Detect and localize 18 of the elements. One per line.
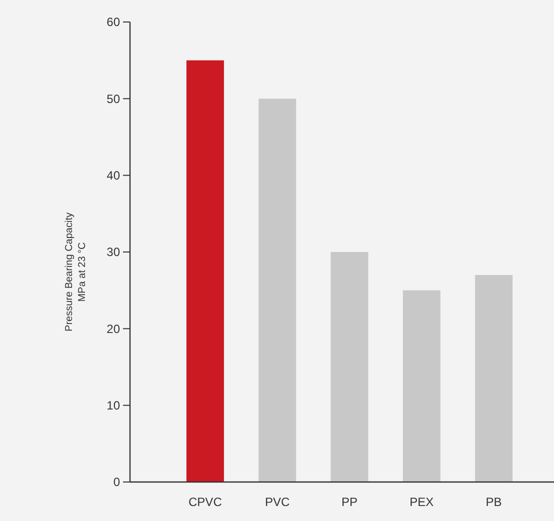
y-axis-title: Pressure Bearing Capacity MPa at 23 °C: [64, 212, 88, 332]
y-tick-label: 40: [106, 168, 120, 183]
y-tick-label: 30: [106, 245, 120, 260]
x-tick-label: PEX: [410, 495, 434, 509]
bar: [258, 98, 296, 482]
bar: [475, 275, 513, 482]
y-tick-label: 0: [113, 475, 120, 490]
y-tick-label: 10: [106, 398, 120, 413]
bar: [330, 252, 368, 482]
bar: [402, 290, 440, 482]
x-tick-label: PVC: [265, 495, 290, 509]
y-tick-label: 20: [106, 322, 120, 336]
x-tick-label: CPVC: [188, 495, 222, 509]
y-tick-label: 50: [106, 92, 120, 106]
bar: [186, 60, 224, 482]
y-tick-label: 60: [106, 15, 120, 30]
x-tick-label: PP: [341, 495, 358, 509]
x-tick-label: PB: [486, 495, 502, 509]
